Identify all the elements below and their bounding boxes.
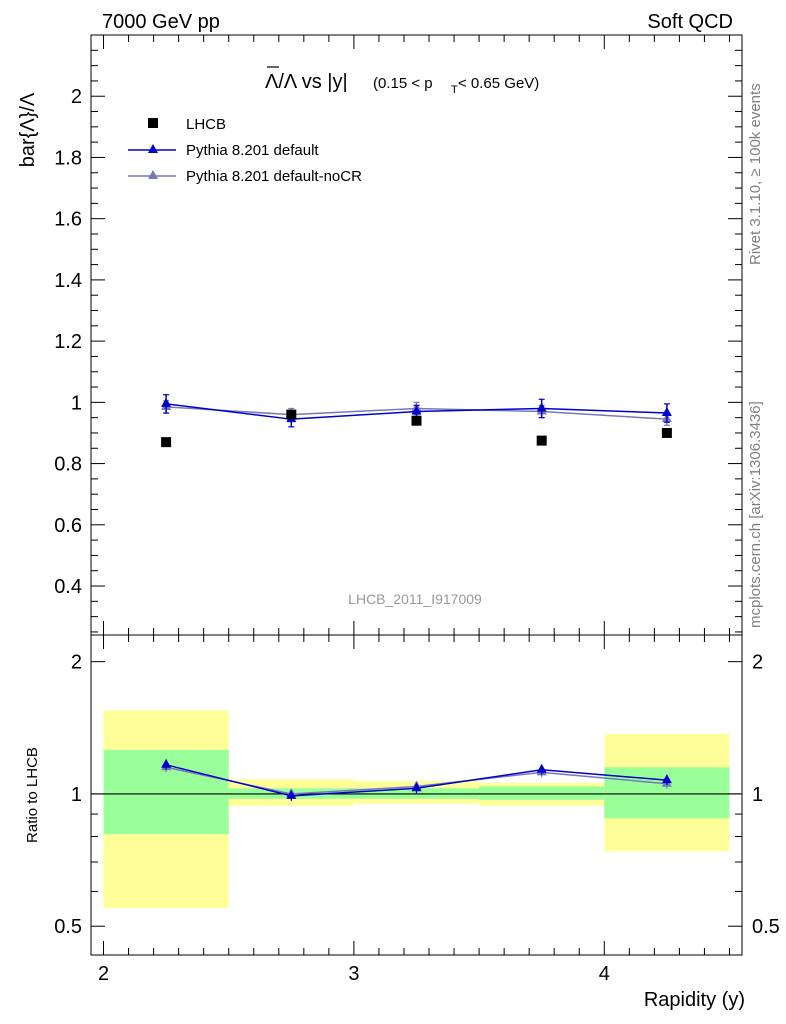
main-y-tick-label-0.8: 0.8: [54, 454, 82, 476]
legend-label-lhcb: LHCB: [186, 116, 226, 133]
main-y-tick-label-2: 2: [71, 86, 82, 108]
ratio-y-tick-label-right-1: 1: [752, 784, 763, 806]
ratio-y-tick-label-left-1: 1: [71, 784, 82, 806]
ratio-y-tick-label-right-2: 2: [752, 652, 763, 674]
main-y-tick-label-1.6: 1.6: [54, 209, 82, 231]
main-y-tick-label-1.2: 1.2: [54, 331, 82, 353]
y-axis-label-main: bar{Λ}/Λ: [17, 92, 39, 167]
legend-marker-nocr: [148, 170, 158, 179]
x-axis-label: Rapidity (y): [644, 989, 745, 1011]
ratio-point-default-4: [661, 774, 672, 784]
plot-layer: 2 3 4 0.4 0.6 0.8 1 1.2 1.4 1.6 1.8 2 0.5 0.5 1 1 2 2: [54, 34, 780, 985]
x-tick-label-4: 4: [599, 963, 610, 985]
ratio-point-default-2: [411, 782, 422, 792]
main-y-tick-label-1.4: 1.4: [54, 270, 82, 292]
main-point-lhcb-1: [286, 409, 297, 420]
ratio-band-inner-3: [479, 786, 605, 800]
main-point-lhcb-0: [161, 437, 172, 448]
ratio-y-tick-label-left-2: 2: [71, 652, 82, 674]
x-tick-label-2: 2: [98, 963, 109, 985]
main-point-lhcb-3: [536, 435, 547, 446]
ratio-y-tick-label-left-0.5: 0.5: [54, 916, 82, 938]
x-tick-label-3: 3: [348, 963, 359, 985]
main-point-default-4: [661, 407, 672, 417]
legend-marker-lhcb: [148, 118, 158, 128]
main-y-tick-label-1: 1: [71, 392, 82, 414]
main-y-tick-label-1.8: 1.8: [54, 147, 82, 169]
chart-title: Λ/Λ vs |y|: [265, 71, 348, 93]
analysis-watermark: LHCB_2011_I917009: [348, 591, 482, 607]
rivet-label: Rivet 3.1.10, ≥ 100k events: [747, 83, 764, 265]
header-process: Soft QCD: [647, 11, 733, 33]
main-point-default-2: [411, 405, 422, 415]
main-y-tick-label-0.6: 0.6: [54, 515, 82, 537]
title-cut-close: < 0.65 GeV): [458, 75, 539, 92]
ratio-plot-frame: [90, 634, 743, 956]
y-axis-label-ratio: Ratio to LHCB: [24, 747, 41, 843]
main-y-tick-label-0.4: 0.4: [54, 576, 82, 598]
header-energy: 7000 GeV pp: [102, 11, 220, 33]
title-cut-sub: T: [451, 84, 458, 96]
legend-marker-default: [148, 144, 158, 153]
legend: LHCB Pythia 8.201 default Pythia 8.201 d…: [128, 116, 362, 185]
ratio-point-default-0: [161, 758, 172, 768]
mcplots-label: mcplots.cern.ch [arXiv:1306.3436]: [747, 401, 764, 628]
ratio-y-tick-label-right-0.5: 0.5: [752, 916, 780, 938]
ratio-point-default-1: [286, 789, 297, 799]
main-point-lhcb-4: [661, 427, 672, 438]
main-point-lhcb-2: [411, 415, 422, 426]
main-point-default-0: [161, 397, 172, 407]
title-cut-open: (0.15 < p: [373, 75, 433, 92]
main-point-default-3: [536, 402, 547, 412]
legend-label-default: Pythia 8.201 default: [186, 142, 319, 159]
ratio-point-default-3: [536, 763, 547, 773]
legend-label-nocr: Pythia 8.201 default-noCR: [186, 168, 362, 185]
